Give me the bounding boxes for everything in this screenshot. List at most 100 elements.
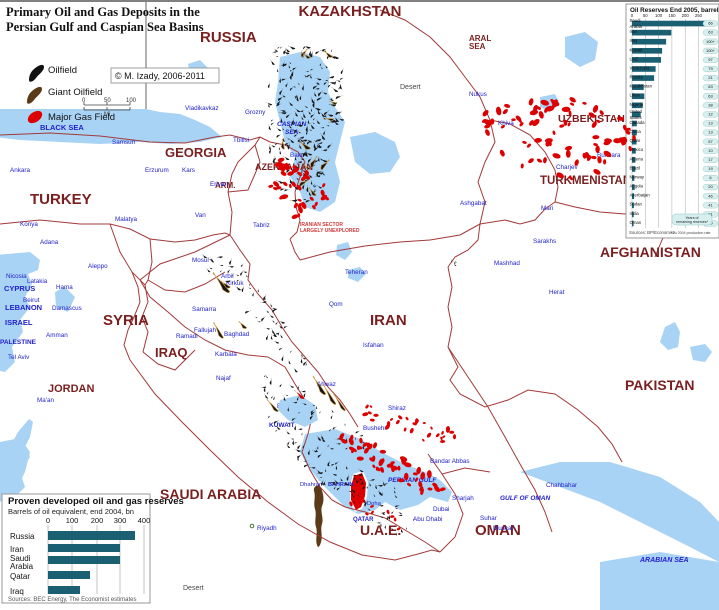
svg-text:Saudi: Saudi	[630, 18, 641, 23]
svg-text:LARGELY UNEXPLORED: LARGELY UNEXPLORED	[300, 228, 360, 234]
svg-text:Tbilisi: Tbilisi	[233, 137, 249, 144]
svg-text:Mari: Mari	[541, 205, 553, 212]
svg-text:Dhahran: Dhahran	[300, 482, 322, 488]
svg-text:U.A.E.: U.A.E.	[360, 522, 401, 538]
svg-text:PAKISTAN: PAKISTAN	[625, 377, 694, 393]
svg-text:Erivan: Erivan	[210, 181, 228, 188]
svg-text:Libya: Libya	[630, 93, 641, 98]
svg-text:JORDAN: JORDAN	[48, 383, 95, 395]
svg-text:Sources: BP/Economist: Sources: BP/Economist	[629, 230, 675, 235]
svg-text:Van: Van	[195, 212, 206, 219]
svg-text:ISRAEL: ISRAEL	[5, 318, 33, 327]
svg-text:Sudan: Sudan	[630, 202, 643, 207]
svg-text:Nigeria: Nigeria	[630, 102, 644, 107]
svg-text:Mashhad: Mashhad	[494, 260, 520, 267]
svg-text:Primary Oil and Gas Deposits i: Primary Oil and Gas Deposits in the	[6, 5, 200, 19]
svg-text:Nicosia: Nicosia	[6, 273, 27, 280]
svg-text:Konya: Konya	[20, 221, 38, 228]
svg-text:46: 46	[708, 193, 713, 198]
svg-text:Dubai: Dubai	[433, 506, 449, 513]
svg-text:Tabriz: Tabriz	[253, 222, 270, 229]
svg-text:PALESTINE: PALESTINE	[0, 339, 37, 346]
svg-text:300: 300	[114, 516, 127, 525]
svg-text:Russia: Russia	[630, 75, 644, 80]
svg-text:Iran: Iran	[10, 545, 24, 554]
svg-text:KAZAKHSTAN: KAZAKHSTAN	[298, 3, 401, 20]
svg-text:400: 400	[138, 516, 151, 525]
svg-text:100+: 100+	[706, 39, 716, 44]
svg-text:Shiraz: Shiraz	[388, 405, 406, 412]
svg-text:Arbil: Arbil	[221, 273, 234, 280]
svg-text:Damascus: Damascus	[52, 305, 82, 312]
svg-text:Karbala: Karbala	[215, 351, 237, 358]
svg-text:Bushehr: Bushehr	[363, 425, 386, 432]
svg-text:41: 41	[708, 202, 713, 207]
svg-text:KUWAIT: KUWAIT	[269, 422, 295, 429]
svg-text:Malatya: Malatya	[115, 216, 138, 223]
svg-text:Muscat: Muscat	[493, 525, 514, 532]
svg-text:AFGHANISTAN: AFGHANISTAN	[600, 244, 701, 260]
svg-text:IRAQ: IRAQ	[155, 345, 188, 360]
svg-text:SEA: SEA	[469, 42, 486, 51]
svg-text:Ramadi: Ramadi	[176, 333, 198, 340]
svg-text:50: 50	[643, 13, 648, 18]
svg-text:India: India	[630, 211, 640, 216]
svg-text:Proven developed oil and gas r: Proven developed oil and gas reserves	[8, 496, 184, 507]
svg-text:21: 21	[708, 75, 713, 80]
svg-text:Riyadh: Riyadh	[257, 525, 277, 532]
svg-text:10: 10	[708, 148, 713, 153]
svg-text:13: 13	[708, 130, 713, 135]
svg-text:Samsun: Samsun	[112, 139, 136, 146]
svg-text:ARABIAN SEA: ARABIAN SEA	[639, 557, 689, 564]
svg-text:GULF OF OMAN: GULF OF OMAN	[500, 495, 550, 502]
svg-text:Vladikavkaz: Vladikavkaz	[185, 105, 219, 112]
svg-text:Doha: Doha	[367, 501, 382, 507]
svg-text:Desert: Desert	[400, 84, 421, 91]
svg-text:Khiva: Khiva	[498, 120, 514, 127]
svg-text:250: 250	[695, 13, 703, 18]
svg-text:Nukus: Nukus	[469, 91, 487, 98]
svg-text:Azerbaijan: Azerbaijan	[630, 193, 651, 198]
svg-text:Qatar: Qatar	[10, 572, 30, 581]
svg-text:Brazil: Brazil	[630, 165, 641, 170]
svg-text:Barrels of oil equivalent, end: Barrels of oil equivalent, end 2004, bn	[8, 507, 134, 516]
svg-text:Suhar: Suhar	[480, 515, 497, 522]
svg-text:Grozny: Grozny	[245, 109, 266, 116]
svg-text:Sarakhs: Sarakhs	[533, 238, 556, 245]
svg-text:Chahbahar: Chahbahar	[546, 482, 577, 489]
svg-text:Iraq: Iraq	[10, 587, 24, 596]
svg-text:Beirut: Beirut	[23, 297, 40, 304]
svg-text:LEBANON: LEBANON	[5, 303, 42, 312]
svg-text:QATAR: QATAR	[353, 517, 374, 523]
svg-text:Qom: Qom	[329, 301, 343, 308]
svg-text:Oman: Oman	[630, 220, 642, 225]
svg-text:100+: 100+	[706, 48, 716, 53]
svg-text:100: 100	[655, 13, 663, 18]
svg-text:GEORGIA: GEORGIA	[165, 145, 227, 160]
svg-text:China: China	[630, 129, 642, 134]
svg-text:Amman: Amman	[46, 332, 68, 339]
svg-text:Sources: BEC Energy, The Econo: Sources: BEC Energy, The Economist estim…	[8, 597, 137, 603]
svg-text:Samarra: Samarra	[192, 306, 217, 313]
svg-text:17: 17	[708, 157, 713, 162]
svg-text:97: 97	[708, 57, 713, 62]
svg-text:Giant Oilfield: Giant Oilfield	[48, 87, 102, 98]
svg-text:Ma'an: Ma'an	[37, 397, 54, 404]
svg-text:Canada: Canada	[630, 120, 646, 125]
svg-text:Kuwait: Kuwait	[630, 47, 644, 52]
svg-text:Persian Gulf and Caspian Sea B: Persian Gulf and Caspian Sea Basins	[6, 20, 204, 34]
svg-text:100: 100	[66, 516, 79, 525]
svg-text:Bandar Abbas: Bandar Abbas	[430, 458, 470, 465]
svg-text:200: 200	[682, 13, 690, 18]
svg-text:Iraq: Iraq	[630, 38, 638, 43]
svg-text:100: 100	[126, 98, 137, 104]
svg-text:SYRIA: SYRIA	[103, 312, 149, 329]
svg-text:12: 12	[708, 112, 713, 117]
svg-text:38: 38	[708, 102, 713, 107]
svg-text:BLACK SEA: BLACK SEA	[40, 123, 84, 132]
svg-text:TURKMENISTAN: TURKMENISTAN	[540, 175, 631, 187]
svg-text:13: 13	[708, 121, 713, 126]
svg-text:UAE: UAE	[630, 56, 639, 61]
svg-text:57: 57	[708, 139, 713, 144]
svg-text:150: 150	[668, 13, 676, 18]
